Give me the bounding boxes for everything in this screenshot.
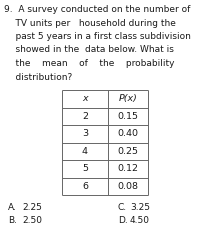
Text: 9.  A survey conducted on the number of: 9. A survey conducted on the number of <box>4 5 190 14</box>
Text: C.: C. <box>118 203 127 212</box>
Text: 5: 5 <box>82 164 88 173</box>
Text: showed in the  data below. What is: showed in the data below. What is <box>4 46 174 54</box>
Text: 6: 6 <box>82 182 88 191</box>
Text: D.: D. <box>118 216 128 225</box>
Text: the    mean    of    the    probability: the mean of the probability <box>4 59 175 68</box>
Text: 2.25: 2.25 <box>22 203 42 212</box>
Text: 0.08: 0.08 <box>118 182 139 191</box>
Text: 2.50: 2.50 <box>22 216 42 225</box>
Text: distribution?: distribution? <box>4 72 72 82</box>
Text: 4: 4 <box>82 147 88 156</box>
Text: 0.15: 0.15 <box>118 112 139 121</box>
Text: 3.25: 3.25 <box>130 203 150 212</box>
Text: 3: 3 <box>82 129 88 138</box>
Text: past 5 years in a first class subdivision: past 5 years in a first class subdivisio… <box>4 32 191 41</box>
Text: A.: A. <box>8 203 17 212</box>
Text: TV units per   household during the: TV units per household during the <box>4 18 176 28</box>
Text: 0.40: 0.40 <box>118 129 139 138</box>
Text: x: x <box>82 94 88 103</box>
Text: P(x): P(x) <box>119 94 137 103</box>
Text: B.: B. <box>8 216 17 225</box>
Text: 2: 2 <box>82 112 88 121</box>
Text: 0.12: 0.12 <box>118 164 139 173</box>
Text: 4.50: 4.50 <box>130 216 150 225</box>
Text: 0.25: 0.25 <box>118 147 139 156</box>
